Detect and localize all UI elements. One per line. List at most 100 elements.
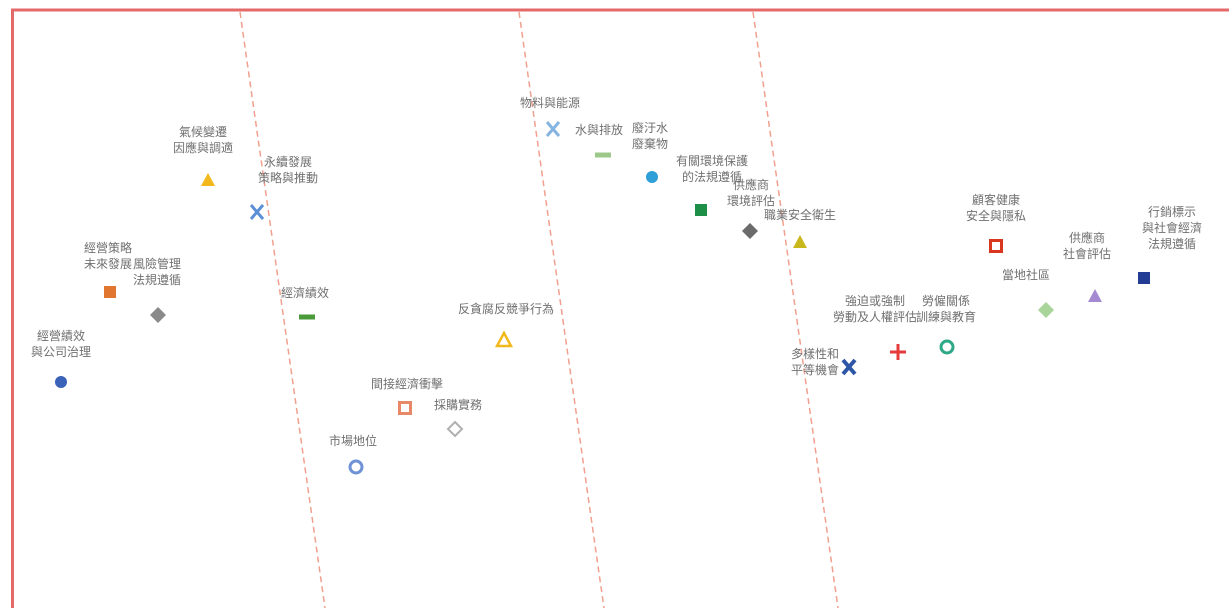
point-marker-economic: [299, 314, 315, 320]
point-label-line: 環境評估: [727, 193, 775, 208]
point-sustain: 永續發展策略與推動: [249, 154, 318, 220]
point-label-anticorrupt: 反貪腐反競爭行為: [458, 301, 554, 316]
point-forced: 強迫或強制勞動及人權評估: [833, 294, 917, 360]
point-diversity: 多樣性和平等機會: [791, 346, 857, 377]
point-label-market: 市場地位: [329, 433, 377, 448]
point-label-line: 經營績效: [37, 328, 85, 343]
point-label-procure: 採購實務: [434, 397, 482, 412]
point-marker-procure: [446, 420, 464, 438]
divider-line-2: [518, 11, 605, 608]
point-label-line: 間接經濟衝擊: [371, 376, 443, 391]
point-supplierenv: 供應商環境評估: [727, 177, 775, 239]
point-label-line: 顧客健康: [972, 192, 1020, 207]
point-procure: 採購實務: [434, 397, 482, 438]
point-community: 當地社區: [1002, 267, 1054, 318]
point-label-line: 與社會經濟: [1142, 220, 1202, 235]
point-label-economic: 經濟績效: [281, 285, 329, 300]
point-marker-supplierenv: [742, 223, 758, 239]
point-label-line: 安全與隱私: [966, 208, 1026, 223]
point-marker-forced: [890, 344, 906, 360]
point-marker-suppliersoc: [1088, 289, 1102, 302]
point-label-supplierenv: 供應商環境評估: [727, 177, 775, 208]
point-label-marketing: 行銷標示與社會經濟法規遵循: [1142, 204, 1202, 251]
point-marker-market: [348, 459, 364, 475]
point-label-forced: 強迫或強制勞動及人權評估: [833, 294, 917, 324]
point-marker-water: [595, 152, 611, 158]
point-label-line: 強迫或強制: [845, 294, 905, 308]
point-envlaw: 有關環境保護的法規遵循: [676, 153, 748, 216]
point-label-line: 平等機會: [791, 362, 839, 377]
point-label-line: 當地社區: [1002, 267, 1050, 282]
point-marker-marketing: [1138, 272, 1150, 284]
point-label-line: 與公司治理: [31, 345, 91, 359]
point-label-line: 風險管理: [133, 256, 181, 271]
point-marker-governance: [55, 376, 67, 388]
chart-frame: [11, 8, 1229, 608]
point-label-community: 當地社區: [1002, 267, 1050, 282]
point-label-water: 水與排放: [575, 122, 623, 137]
point-label-line: 市場地位: [329, 433, 377, 448]
point-customer: 顧客健康安全與隱私: [966, 192, 1026, 253]
point-label-labor: 勞僱關係訓練與教育: [916, 293, 976, 324]
point-marker-anticorrupt: [494, 330, 514, 348]
point-label-line: 訓練與教育: [916, 309, 976, 324]
divider-line-1: [239, 11, 326, 608]
point-marker-climate: [201, 173, 215, 186]
point-label-strategy: 經營策略未來發展: [84, 240, 132, 271]
point-label-governance: 經營績效與公司治理: [31, 328, 91, 359]
point-marker-envlaw: [695, 204, 707, 216]
point-label-line: 的法規遵循: [682, 169, 742, 184]
point-marker-waste: [646, 171, 658, 183]
point-marker-risk: [150, 307, 166, 323]
point-label-line: 因應與調適: [173, 140, 233, 155]
point-waste: 廢汙水廢棄物: [632, 120, 668, 183]
point-label-line: 社會評估: [1063, 246, 1111, 261]
point-label-line: 供應商: [733, 177, 769, 192]
point-risk: 風險管理法規遵循: [133, 256, 181, 323]
point-anticorrupt: 反貪腐反競爭行為: [458, 301, 554, 348]
divider-line-3: [752, 11, 839, 608]
point-label-line: 永續發展: [264, 154, 312, 169]
point-marker-material: [545, 121, 561, 137]
point-market: 市場地位: [329, 433, 377, 475]
point-label-line: 供應商: [1069, 230, 1105, 245]
point-label-line: 反貪腐反競爭行為: [458, 301, 554, 316]
point-label-line: 廢汙水: [632, 120, 668, 135]
point-governance: 經營績效與公司治理: [31, 328, 91, 388]
point-label-sustain: 永續發展策略與推動: [258, 154, 318, 185]
point-label-customer: 顧客健康安全與隱私: [966, 192, 1026, 223]
point-label-line: 水與排放: [575, 122, 623, 137]
point-label-line: 法規遵循: [133, 272, 181, 287]
point-label-envlaw: 有關環境保護的法規遵循: [676, 153, 748, 184]
point-strategy: 經營策略未來發展: [84, 240, 132, 298]
point-marketing: 行銷標示與社會經濟法規遵循: [1138, 204, 1202, 284]
point-indirect: 間接經濟衝擊: [371, 376, 443, 415]
point-label-line: 策略與推動: [258, 170, 318, 185]
point-marker-indirect: [398, 401, 412, 415]
point-label-waste: 廢汙水廢棄物: [632, 120, 668, 151]
point-label-line: 職業安全衛生: [764, 207, 836, 222]
point-material: 物料與能源: [520, 96, 580, 137]
point-label-line: 物料與能源: [520, 96, 580, 110]
point-label-line: 未來發展: [84, 256, 132, 271]
point-ohs: 職業安全衛生: [764, 207, 836, 248]
point-label-risk: 風險管理法規遵循: [133, 256, 181, 287]
point-label-climate: 氣候變遷因應與調適: [173, 124, 233, 155]
point-label-line: 多樣性和: [791, 346, 839, 361]
point-marker-strategy: [104, 286, 116, 298]
point-label-ohs: 職業安全衛生: [764, 207, 836, 222]
point-label-line: 行銷標示: [1148, 204, 1196, 219]
point-suppliersoc: 供應商社會評估: [1063, 230, 1111, 302]
point-label-line: 勞動及人權評估: [833, 309, 917, 324]
point-label-line: 氣候變遷: [179, 124, 227, 139]
point-label-line: 有關環境保護: [676, 153, 748, 168]
point-marker-ohs: [793, 235, 807, 248]
point-marker-labor: [939, 339, 955, 355]
point-label-diversity: 多樣性和平等機會: [791, 346, 839, 377]
point-water: 水與排放: [575, 122, 623, 158]
point-climate: 氣候變遷因應與調適: [173, 124, 233, 186]
point-label-line: 法規遵循: [1148, 236, 1196, 251]
point-label-indirect: 間接經濟衝擊: [371, 376, 443, 391]
